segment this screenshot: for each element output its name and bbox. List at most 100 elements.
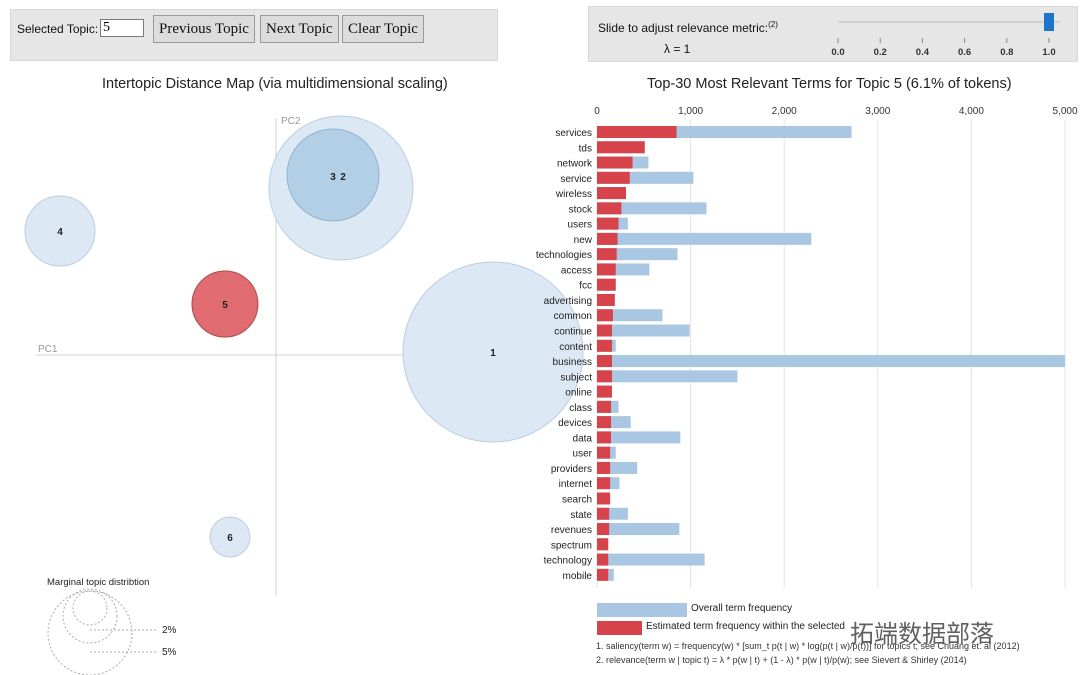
bar-estimated-online[interactable] [597,385,612,398]
term-label-state[interactable]: state [570,510,592,521]
marginal-distribution-legend: Marginal topic distribtion 2% 5% [47,577,177,675]
marginal-label-2pct: 2% [162,625,177,636]
bar-overall-stock[interactable] [597,202,707,215]
bar-estimated-devices[interactable] [597,416,612,429]
slider-tick-label: 0.6 [958,47,971,58]
legend-estimated-label: Estimated term frequency within the sele… [646,621,846,632]
term-label-stock[interactable]: stock [569,204,593,215]
bar-estimated-network[interactable] [597,156,633,169]
term-label-search[interactable]: search [562,494,592,505]
relevant-terms-bar-chart: 0 1,000 2,000 3,000 4,000 5,000 services tds ne… [536,106,1078,588]
topic-label-2: 2 [340,172,346,183]
term-label-services[interactable]: services [555,128,592,139]
topic-label-6: 6 [227,533,233,544]
bar-overall-subject[interactable] [597,370,738,383]
term-label-online[interactable]: online [565,388,592,399]
lambda-value: λ = 1 [664,42,691,56]
term-label-access[interactable]: access [561,265,592,276]
term-label-tds[interactable]: tds [579,143,592,154]
slider-footnote-ref: (2) [768,20,778,29]
term-label-users[interactable]: users [568,220,592,231]
term-label-spectrum[interactable]: spectrum [551,540,592,551]
bar-estimated-users[interactable] [597,217,619,230]
footnote-saliency: 1. saliency(term w) = frequency(w) * [su… [596,641,1020,651]
clear-topic-button[interactable]: Clear Topic [342,15,424,43]
legend-overall-label: Overall term frequency [691,603,793,614]
bar-estimated-services[interactable] [597,126,677,138]
term-label-wireless[interactable]: wireless [555,189,592,200]
bar-estimated-continue[interactable] [597,324,612,337]
topic-circle-1[interactable] [402,261,584,443]
bar-estimated-technology[interactable] [597,553,609,566]
term-label-internet[interactable]: internet [559,479,593,490]
topic-circle-6[interactable] [209,516,251,558]
bar-estimated-state[interactable] [597,507,610,520]
bar-overall-common[interactable] [597,309,663,322]
slider-tick-label: 0.0 [831,47,844,58]
bar-estimated-business[interactable] [597,355,612,368]
bar-estimated-new[interactable] [597,232,618,245]
next-topic-button[interactable]: Next Topic [260,15,339,43]
bar-estimated-class[interactable] [597,400,612,413]
term-label-revenues[interactable]: revenues [551,525,592,536]
term-label-new[interactable]: new [574,235,593,246]
term-label-mobile[interactable]: mobile [563,571,593,582]
bar-estimated-technologies[interactable] [597,248,617,261]
bar-estimated-revenues[interactable] [597,523,610,536]
bar-estimated-access[interactable] [597,263,616,276]
bar-estimated-subject[interactable] [597,370,612,383]
topic-circle-4[interactable] [24,195,96,267]
topic-label-4: 4 [57,227,63,238]
bar-estimated-internet[interactable] [597,477,611,490]
bar-estimated-tds[interactable] [597,141,645,154]
bar-estimated-spectrum[interactable] [597,538,609,551]
bar-estimated-mobile[interactable] [597,568,609,581]
bar-overall-new[interactable] [597,232,812,245]
previous-topic-button[interactable]: Previous Topic [153,15,255,43]
bar-estimated-content[interactable] [597,339,612,352]
bar-estimated-providers[interactable] [597,461,611,474]
term-label-business[interactable]: business [553,357,592,368]
term-label-continue[interactable]: continue [554,327,592,338]
term-label-content[interactable]: content [559,342,592,353]
term-label-subject[interactable]: subject [560,372,592,383]
term-label-fcc[interactable]: fcc [579,281,592,292]
term-label-class[interactable]: class [569,403,592,414]
term-label-common[interactable]: common [554,311,592,322]
bar-estimated-user[interactable] [597,446,611,459]
x-tick-label: 5,000 [1052,106,1077,117]
bar-estimated-fcc[interactable] [597,278,616,291]
term-label-technology[interactable]: technology [544,556,592,567]
topic-circle-3[interactable] [286,128,380,222]
term-label-devices[interactable]: devices [558,418,592,429]
topic-label-1: 1 [490,348,496,359]
intertopic-map-title: Intertopic Distance Map (via multidimens… [102,76,448,92]
topic-circle-5[interactable] [191,270,259,338]
bar-estimated-common[interactable] [597,309,613,322]
bar-overall-business[interactable] [597,355,1065,368]
term-label-technologies[interactable]: technologies [536,250,592,261]
bar-overall-data[interactable] [597,431,681,444]
term-label-data[interactable]: data [573,433,593,444]
term-label-user[interactable]: user [573,449,593,460]
bar-estimated-stock[interactable] [597,202,622,215]
term-label-providers[interactable]: providers [551,464,592,475]
term-label-advertising[interactable]: advertising [544,296,592,307]
bar-estimated-data[interactable] [597,431,612,444]
bar-estimated-search[interactable] [597,492,611,505]
bar-overall-continue[interactable] [597,324,690,337]
selected-topic-input[interactable] [100,19,144,37]
relevance-slider[interactable]: 0.0 0.2 0.4 0.6 0.8 1.0 [831,13,1060,58]
term-label-network[interactable]: network [557,159,593,170]
slider-handle[interactable] [1044,13,1054,31]
bar-estimated-wireless[interactable] [597,187,627,200]
bar-estimated-advertising[interactable] [597,293,615,306]
bar-overall-technologies[interactable] [597,248,678,261]
bar-estimated-service[interactable] [597,171,630,184]
bar-overall-technology[interactable] [597,553,705,566]
topic-label-3: 3 [330,172,336,183]
bar-overall-revenues[interactable] [597,523,680,536]
term-label-service[interactable]: service [560,174,592,185]
x-tick-label: 0 [594,106,600,117]
